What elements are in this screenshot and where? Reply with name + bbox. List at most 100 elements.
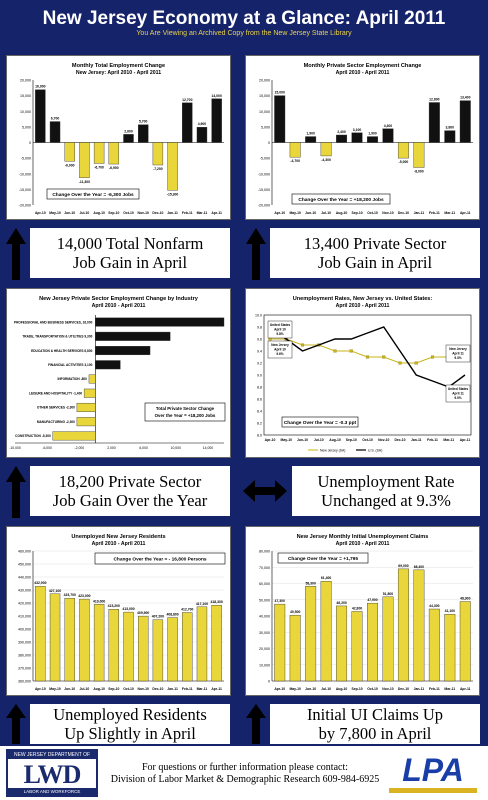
callout-text: April 10 bbox=[274, 348, 286, 352]
bar bbox=[397, 142, 409, 159]
data-label: 3,800 bbox=[446, 126, 455, 130]
data-label: 47,300 bbox=[275, 599, 285, 603]
bar bbox=[64, 597, 75, 682]
y-tick-label: 10.0 bbox=[255, 314, 262, 318]
x-tick-label: Apr-11 bbox=[460, 687, 471, 691]
y-tick-label: 9.2 bbox=[257, 362, 262, 366]
data-label: 417,100 bbox=[196, 602, 208, 606]
y-tick-label: 10,000 bbox=[20, 110, 31, 114]
caption-line: Unchanged at 9.3% bbox=[321, 491, 451, 510]
contact-line-2: Division of Labor Market & Demographic R… bbox=[110, 774, 380, 785]
y-tick-label: 450,000 bbox=[18, 563, 31, 567]
y-tick-label: 380,000 bbox=[18, 654, 31, 658]
data-label: -4,300 bbox=[321, 158, 331, 162]
y-tick-label: -5,000 bbox=[21, 157, 31, 161]
y-tick-label: 9.6 bbox=[257, 338, 262, 342]
bar bbox=[88, 374, 96, 384]
series-marker bbox=[382, 355, 386, 359]
y-tick-label: 460,000 bbox=[18, 550, 31, 554]
chart-subtitle: April 2010 - April 2011 bbox=[336, 303, 390, 309]
data-label: 2,400 bbox=[337, 130, 346, 134]
x-tick-label: Oct-10 bbox=[123, 211, 134, 215]
x-tick-label: Mar-11 bbox=[444, 211, 455, 215]
y-tick-label: 80,000 bbox=[259, 550, 270, 554]
category-label: FINANCIAL ACTIVITIES 3,100 bbox=[48, 363, 93, 367]
lpa-logo-text: LPA bbox=[402, 752, 464, 788]
data-label: -6,000 bbox=[65, 163, 75, 167]
bar bbox=[49, 121, 61, 143]
annotation-text: Change Over the Year = +18,200 Jobs bbox=[298, 197, 384, 203]
annotation-box bbox=[46, 188, 140, 200]
category-label: PROFESSIONAL AND BUSINESS SERVICES, 16,0… bbox=[14, 320, 93, 324]
bar bbox=[152, 142, 164, 166]
y-tick-label: 370,000 bbox=[18, 667, 31, 671]
y-tick-label: 390,000 bbox=[18, 641, 31, 645]
x-tick-label: Feb-11 bbox=[429, 687, 440, 691]
industry-chart-panel: New Jersey Private Sector Employment Cha… bbox=[6, 288, 231, 458]
bar bbox=[196, 126, 208, 143]
category-label: MANUFACTURING -2,300 bbox=[37, 420, 75, 424]
bar bbox=[35, 89, 46, 143]
x-tick-label: 2,000 bbox=[107, 446, 116, 450]
data-label: 58,300 bbox=[305, 581, 315, 585]
data-label: 427,100 bbox=[49, 589, 61, 593]
data-label: 412,700 bbox=[181, 607, 193, 611]
x-tick-label: Jun-10 bbox=[305, 687, 316, 691]
y-tick-label: 10,000 bbox=[259, 110, 270, 114]
y-tick-label: 5,000 bbox=[261, 125, 270, 129]
x-tick-label: -10,000 bbox=[9, 446, 21, 450]
annotation-text: Change Over the Year = -0.3 ppt bbox=[284, 420, 357, 426]
y-tick-label: 410,000 bbox=[18, 615, 31, 619]
callout-box bbox=[267, 320, 293, 339]
contact-info: For questions or further information ple… bbox=[110, 762, 380, 786]
bar bbox=[83, 388, 96, 398]
caption-line: Unemployment Rate bbox=[317, 472, 455, 491]
annotation-box bbox=[277, 552, 369, 564]
x-tick-label: Aug-10 bbox=[336, 211, 348, 215]
x-tick-label: Jul-10 bbox=[314, 438, 324, 442]
callout-text: New Jersey bbox=[449, 347, 467, 351]
bar bbox=[76, 402, 96, 412]
data-label: 415,200 bbox=[108, 604, 120, 608]
up-arrow-icon bbox=[6, 228, 26, 280]
chart-subtitle: April 2010 - April 2011 bbox=[92, 541, 146, 547]
series-marker bbox=[349, 349, 353, 353]
caption-claims: Initial UI Claims Up by 7,800 in April bbox=[270, 704, 480, 744]
x-tick-label: Mar-11 bbox=[444, 687, 455, 691]
category-label: LEISURE AND HOSPITALITY -1,400 bbox=[29, 391, 82, 395]
annotation-text: Change Over the Year = -6,300 Jobs bbox=[52, 192, 134, 198]
bar bbox=[93, 142, 105, 164]
x-tick-label: Jun-10 bbox=[305, 211, 316, 215]
x-tick-label: Nov-10 bbox=[382, 687, 393, 691]
bar bbox=[320, 581, 332, 682]
initial-claims-chart: New Jersey Monthly Initial Unemployment … bbox=[259, 534, 473, 691]
data-label: -8,000 bbox=[414, 170, 424, 174]
x-tick-label: Jun-10 bbox=[64, 211, 75, 215]
bar bbox=[196, 606, 208, 682]
callout-text: April 11 bbox=[452, 392, 464, 396]
bar bbox=[320, 142, 332, 157]
legend-label: New Jersey (SA) bbox=[320, 449, 345, 453]
caption-rate: Unemployment Rate Unchanged at 9.3% bbox=[292, 466, 480, 516]
bar bbox=[336, 134, 348, 143]
annotation-text: Change Over the Year = +1,795 bbox=[288, 556, 358, 562]
data-label: 408,800 bbox=[166, 613, 178, 617]
y-tick-label: 0 bbox=[268, 680, 270, 684]
y-tick-label: 50,000 bbox=[259, 598, 270, 602]
caption-line: 18,200 Private Sector bbox=[58, 472, 202, 491]
x-tick-label: Apr-10 bbox=[265, 438, 276, 442]
x-tick-label: -2,000 bbox=[74, 446, 84, 450]
data-label: -6,700 bbox=[94, 165, 104, 169]
bar bbox=[93, 604, 105, 682]
caption-total-jobs: 14,000 Total Nonfarm Job Gain in April bbox=[30, 228, 230, 278]
data-label: 42,800 bbox=[352, 606, 362, 610]
x-tick-label: Sep-10 bbox=[351, 211, 362, 215]
data-label: 5,700 bbox=[139, 120, 148, 124]
x-tick-label: Jul-10 bbox=[321, 211, 331, 215]
x-tick-label: Jul-10 bbox=[80, 211, 90, 215]
x-tick-label: Nov-10 bbox=[138, 687, 149, 691]
y-tick-label: -5,000 bbox=[260, 157, 270, 161]
data-label: 61,400 bbox=[321, 576, 331, 580]
